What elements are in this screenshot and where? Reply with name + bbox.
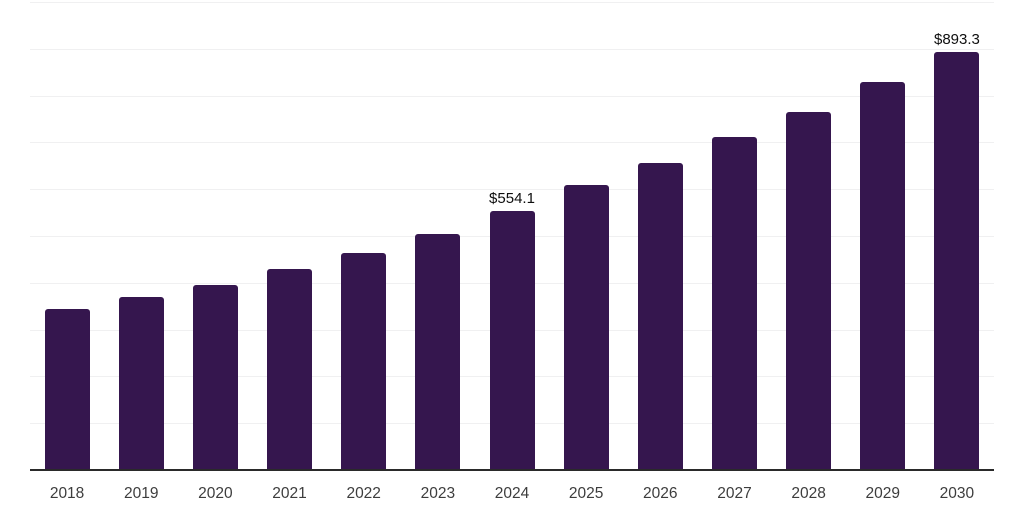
x-tick-label-2022: 2022: [346, 485, 381, 502]
gridline: [30, 142, 994, 144]
x-tick-label-2019: 2019: [123, 485, 159, 502]
gridline: [30, 189, 994, 191]
bar-2029: [860, 82, 906, 470]
x-tick-label-2027: 2027: [717, 485, 752, 502]
bar-2025: [563, 184, 609, 470]
bar-2023: [415, 234, 461, 470]
x-tick-label-2021: 2021: [272, 485, 307, 502]
x-tick-label-2026: 2026: [643, 485, 678, 502]
x-tick-label-2029: 2029: [865, 485, 901, 502]
bar-2024: [489, 210, 535, 470]
bar-2027: [711, 136, 757, 470]
x-tick-label-2018: 2018: [49, 485, 85, 502]
plot-area: [30, 0, 994, 471]
x-axis-line: [30, 469, 994, 471]
data-label-2030: $893.3: [933, 30, 980, 48]
x-tick-label-2024: 2024: [494, 485, 530, 502]
bar-2020: [192, 284, 238, 470]
x-tick-label-2028: 2028: [791, 485, 826, 502]
bar-2021: [267, 268, 313, 470]
bar-2030: [934, 51, 980, 470]
gridline: [30, 95, 994, 97]
data-label-2024: $554.1: [489, 189, 535, 207]
gridline: [30, 48, 994, 50]
bar-2028: [786, 111, 832, 470]
bar-2018: [44, 309, 90, 470]
bar-2026: [637, 162, 683, 470]
x-tick-label-2020: 2020: [198, 485, 233, 502]
gridline: [30, 2, 994, 3]
bar-2022: [341, 252, 387, 470]
x-tick-label-2023: 2023: [420, 485, 456, 502]
x-tick-label-2030: 2030: [939, 485, 975, 502]
x-tick-label-2025: 2025: [568, 485, 604, 502]
bar-2019: [118, 297, 164, 470]
